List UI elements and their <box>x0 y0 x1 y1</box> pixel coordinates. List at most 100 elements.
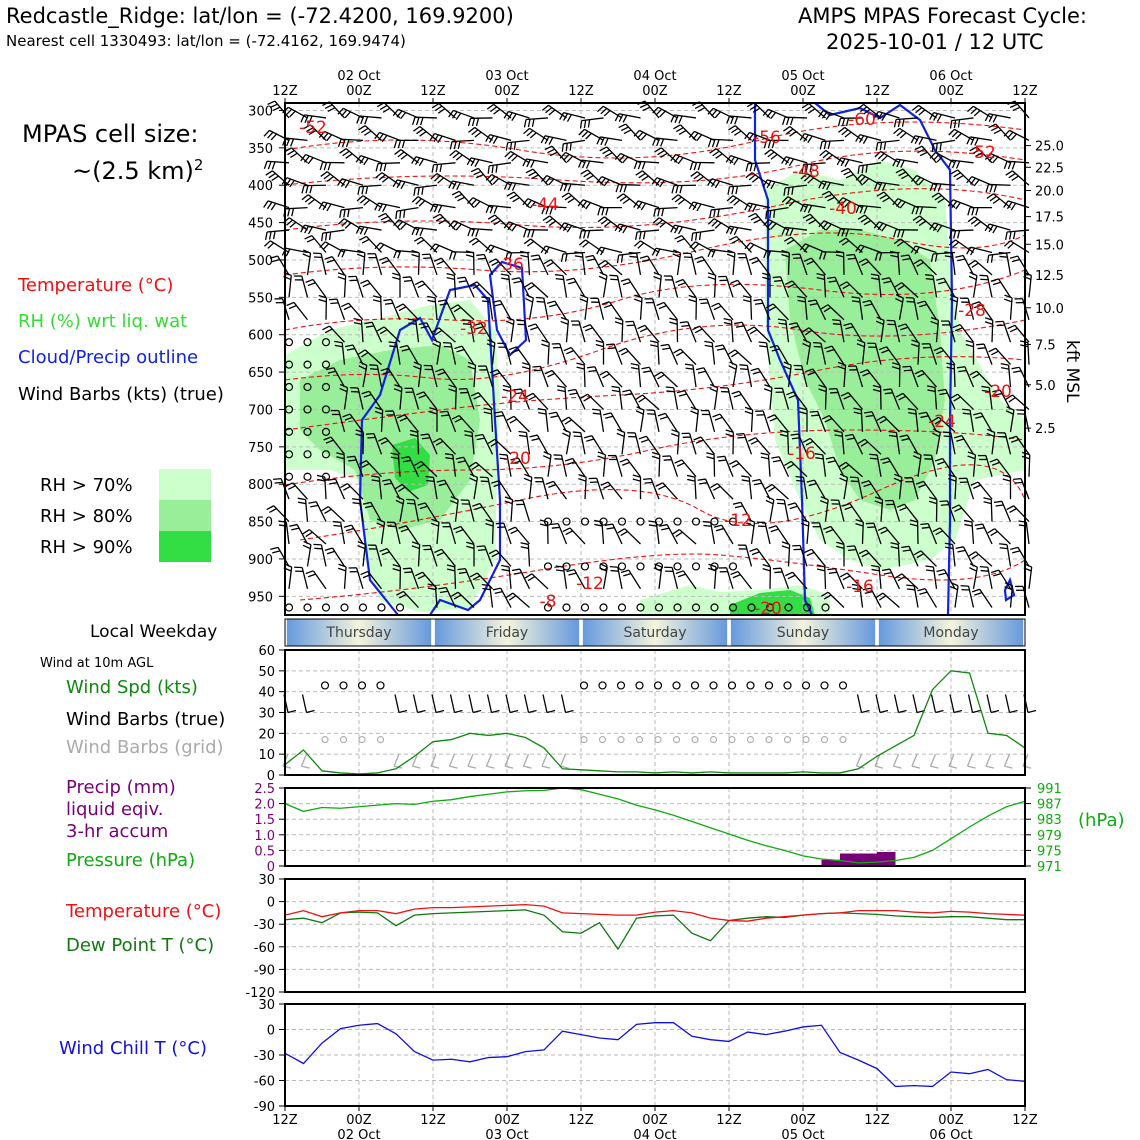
x-date-label-bottom: 03 Oct <box>485 1128 528 1140</box>
wind-barb-feather <box>971 588 980 593</box>
wind-barb-feather <box>455 112 462 121</box>
wind-barb <box>331 256 346 276</box>
wind-barb-feather <box>652 217 660 224</box>
temperature-label: -60 <box>848 110 876 130</box>
wind-barb <box>656 177 678 186</box>
wind-barb-feather <box>912 455 921 460</box>
calm-wind-marker <box>580 562 590 571</box>
wind-barb-feather <box>453 525 461 530</box>
calm-wind-marker <box>321 427 331 436</box>
wind-barb-feather <box>1004 240 1011 247</box>
wind-barb-feather <box>988 114 994 122</box>
wind-barb-feather <box>585 254 594 258</box>
wind-barb-feather <box>919 206 924 215</box>
wind-barb-feather <box>839 281 848 287</box>
x-tick-label-top: 00Z <box>790 84 816 99</box>
wind-barb-feather <box>560 316 569 321</box>
wind-barb-feather <box>993 184 998 193</box>
wind-barb-feather <box>953 120 957 129</box>
wind-barb-feather <box>785 227 790 236</box>
wind-barb-feather <box>622 198 630 205</box>
wind-barb-feather <box>783 187 786 196</box>
wind-barb-feather <box>577 199 584 207</box>
wind-barb-feather <box>1019 340 1028 344</box>
wind-barb-feather <box>802 342 811 348</box>
wind-barb-feather <box>532 365 541 368</box>
wind-barb-feather <box>300 224 306 233</box>
wind-barb-feather <box>467 365 476 370</box>
wind-barb <box>687 321 697 343</box>
wind-barb-feather <box>427 587 436 591</box>
wind-barb-feather <box>383 218 392 224</box>
wind-barb-feather <box>1007 242 1015 249</box>
wind-barb-grid-feather <box>430 765 440 769</box>
wind-barb-feather <box>290 138 295 147</box>
wind-barb-feather <box>915 480 924 485</box>
wind-barb-feather <box>825 112 832 121</box>
wind-barb-feather <box>675 351 684 357</box>
temperature-label: -16 <box>846 577 874 597</box>
wind-barb-feather <box>297 497 306 501</box>
wind-barb-feather <box>864 303 873 307</box>
wind-barb-feather <box>800 522 809 527</box>
wind-barb-feather <box>1009 508 1017 514</box>
wind-barb-grid-feather <box>1004 765 1013 769</box>
wind-barb-feather <box>308 115 313 124</box>
wind-barb-feather <box>439 302 448 306</box>
wind-barb-feather <box>992 225 998 234</box>
wind-barb <box>825 149 845 164</box>
wind-barb-feather <box>936 568 945 573</box>
wind-barb <box>336 298 346 320</box>
wind-barb-feather <box>321 506 329 512</box>
wind-barb-feather <box>448 251 453 260</box>
wind-barb-feather <box>379 329 388 335</box>
wind-barb-feather <box>973 484 981 489</box>
wind-barb-feather <box>789 131 797 137</box>
x-tick-label-bottom: 12Z <box>568 1113 594 1128</box>
wind-barb-feather <box>446 272 455 277</box>
wind-barb-feather <box>972 373 980 379</box>
wind-barb-grid <box>541 753 548 767</box>
cell-size-sup: 2 <box>193 156 204 174</box>
wind-barb-feather <box>844 433 853 437</box>
wind-barb-feather <box>544 136 550 145</box>
wind-barb-feather <box>784 157 791 165</box>
wind-barb-feather <box>611 385 620 389</box>
wind-barb-feather <box>911 339 920 344</box>
wind-barb-feather <box>334 344 343 348</box>
wind-barb-feather <box>844 131 852 138</box>
wind-barb-feather <box>620 254 624 263</box>
wind-barb-feather <box>431 327 440 333</box>
wind-chill-line <box>284 1022 1026 1088</box>
wind-barb-feather <box>949 120 953 129</box>
wind-barb-feather <box>448 388 457 393</box>
wind-barb-feather <box>786 463 795 469</box>
wind-barb-feather <box>878 595 887 601</box>
wind-barb-feather <box>953 435 963 439</box>
wind-barb-feather <box>841 240 850 246</box>
wind-barb-feather <box>988 224 994 233</box>
wind-barb-feather <box>893 127 900 135</box>
wind-barb-feather <box>472 575 481 581</box>
wind-barb-feather <box>326 550 335 555</box>
wind-barb <box>582 199 604 209</box>
wind-barb <box>355 567 364 590</box>
wind-barb-feather <box>620 530 628 537</box>
wind-barb-feather <box>781 249 790 254</box>
wind-barb-feather <box>471 240 480 246</box>
wind-barb-feather <box>824 345 833 350</box>
calm-wind-marker-grid <box>839 736 847 744</box>
wind-barb-10m-feather <box>935 709 944 714</box>
panel-frame <box>284 649 1026 776</box>
wind-barb-feather <box>318 294 327 299</box>
wind-barb-feather <box>787 574 796 580</box>
wind-barb-feather <box>988 123 997 129</box>
wind-barb-feather <box>305 185 309 194</box>
wind-barb-feather <box>709 148 717 154</box>
calm-wind-marker <box>321 450 331 459</box>
wind-barb-feather <box>795 475 804 479</box>
wind-barb-feather <box>865 414 874 418</box>
wind-barb-feather <box>763 140 768 149</box>
wind-barb-feather <box>508 252 513 261</box>
rh-80-swatch <box>159 500 211 531</box>
